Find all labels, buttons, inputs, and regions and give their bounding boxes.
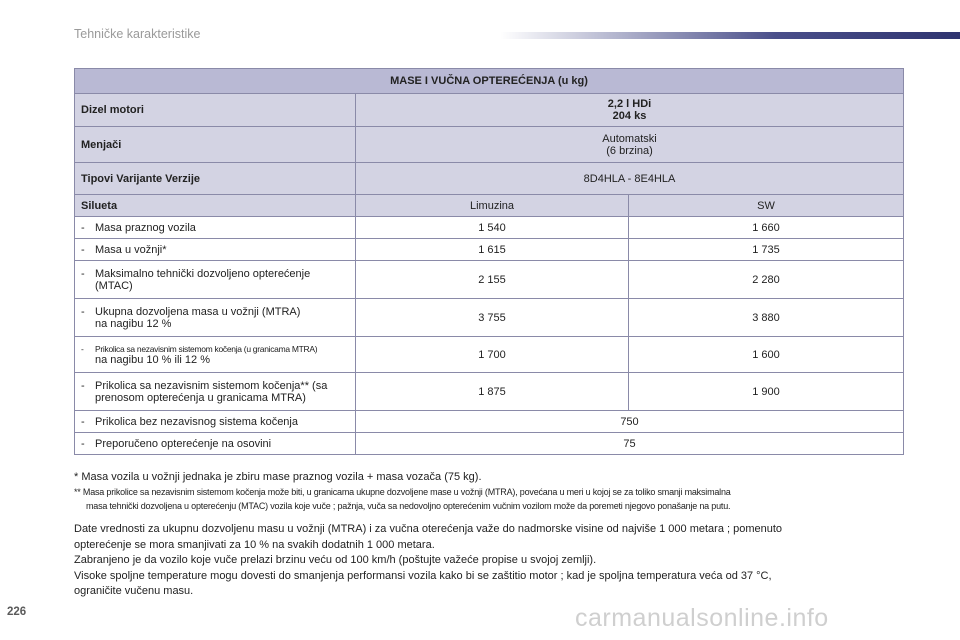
- row-dash: -: [81, 343, 84, 354]
- paragraph-line1: Date vrednosti za ukupnu dozvoljenu masu…: [74, 523, 783, 535]
- row-label: Maksimalno tehnički dozvoljeno opterećen…: [95, 267, 311, 280]
- gearbox-value-line1: Automatski: [602, 132, 657, 145]
- types-value: 8D4HLA - 8E4HLA: [355, 162, 904, 195]
- row-dash: -: [81, 415, 85, 428]
- row-value-sw: 2 280: [628, 260, 904, 299]
- row-label: Masa u vožnji*: [95, 243, 167, 256]
- gearbox-value: Automatski (6 brzina): [355, 126, 904, 163]
- table-row: - Preporučeno opterećenje na osovini 75: [74, 432, 904, 455]
- row-label: Masa praznog vozila: [95, 221, 196, 234]
- row-value-sw: 3 880: [628, 298, 904, 337]
- row-value-sw: 1 735: [628, 238, 904, 261]
- row-label: Prikolica sa nezavisnim sistemom kočenja…: [95, 343, 318, 354]
- row-label: Prikolica sa nezavisnim sistemom kočenja…: [95, 379, 328, 392]
- row-label: Preporučeno opterećenje na osovini: [95, 437, 272, 450]
- types-label: Tipovi Varijante Verzije: [74, 162, 356, 195]
- row-value-sw: 1 600: [628, 336, 904, 373]
- table-row: - Prikolica bez nezavisnog sistema kočenj…: [74, 410, 904, 433]
- engine-value: 2,2 l HDi 204 ks: [355, 93, 904, 127]
- paragraph-line2: opterećenje se mora smanjivati za 10 % n…: [74, 538, 435, 551]
- engine-value-line2: 204 ks: [612, 110, 647, 122]
- row-value-limuzina: 1 875: [355, 372, 629, 411]
- row-value-merged: 75: [355, 432, 904, 455]
- row-dash: -: [81, 221, 85, 234]
- row-value-sw: 1 900: [628, 372, 904, 411]
- row-value-sw: 1 660: [628, 216, 904, 239]
- watermark: carmanualsonline.info: [575, 604, 829, 632]
- gearbox-value-line2: (6 brzina): [606, 144, 653, 157]
- row-value-limuzina: 1 700: [355, 336, 629, 373]
- body-col-limuzina: Limuzina: [355, 194, 629, 217]
- table-row: - Masa praznog vozila 1 540 1 660: [74, 216, 904, 239]
- section-title: Tehničke karakteristike: [74, 27, 201, 41]
- paragraph-line3: Zabranjeno je da vozilo koje vuče prelaz…: [74, 554, 597, 566]
- row-label-line2: (MTAC): [95, 279, 133, 292]
- engine-value-line1: 2,2 l HDi: [607, 98, 652, 110]
- table-row: - Prikolica sa nezavisnim sistemom kočenj…: [74, 372, 904, 411]
- row-label-line2: na nagibu 10 % ili 12 %: [95, 353, 210, 366]
- table-title: MASE I VUČNA OPTEREĆENJA (u kg): [74, 68, 904, 94]
- row-dash: -: [81, 437, 85, 450]
- table-row: - Masa u vožnji* 1 615 1 735: [74, 238, 904, 261]
- row-value-limuzina: 3 755: [355, 298, 629, 337]
- footnote-1: * Masa vozila u vožnji jednaka je zbiru …: [74, 471, 482, 483]
- row-value-limuzina: 2 155: [355, 260, 629, 299]
- row-label-line2: na nagibu 12 %: [95, 317, 172, 330]
- mass-table: MASE I VUČNA OPTEREĆENJA (u kg) Dizel mo…: [74, 68, 904, 455]
- footnotes: * Masa vozila u vožnji jednaka je zbiru …: [74, 470, 914, 513]
- body-label: Silueta: [74, 194, 356, 217]
- header-decorative-bar: [500, 32, 960, 39]
- row-dash: -: [81, 243, 85, 256]
- row-value-limuzina: 1 540: [355, 216, 629, 239]
- info-paragraph: Date vrednosti za ukupnu dozvoljenu masu…: [74, 522, 914, 600]
- footnote-2-line2: masa tehnički dozvoljena u opterećenju (…: [86, 501, 731, 511]
- engine-label: Dizel motori: [74, 93, 356, 127]
- row-dash: -: [81, 305, 85, 318]
- row-dash: -: [81, 267, 85, 280]
- row-label: Prikolica bez nezavisnog sistema kočenja: [95, 415, 298, 428]
- row-label-line2: prenosom opterećenja u granicama MTRA): [95, 391, 306, 404]
- row-value-limuzina: 1 615: [355, 238, 629, 261]
- paragraph-line5: ograničite vučenu masu.: [74, 585, 194, 597]
- body-col-sw: SW: [628, 194, 904, 217]
- table-row: - Maksimalno tehnički dozvoljeno optereće…: [74, 260, 904, 299]
- table-row: - Ukupna dozvoljena masa u vožnji (MTRA) n…: [74, 298, 904, 337]
- footnote-2-line1: ** Masa prikolice sa nezavisnim sistemom…: [74, 487, 731, 497]
- gearbox-label: Menjači: [74, 126, 356, 163]
- row-label: Ukupna dozvoljena masa u vožnji (MTRA): [95, 305, 301, 318]
- table-row: - Prikolica sa nezavisnim sistemom kočenj…: [74, 336, 904, 373]
- row-dash: -: [81, 379, 85, 392]
- paragraph-line4: Visoke spoljne temperature mogu dovesti …: [74, 569, 772, 582]
- row-value-merged: 750: [355, 410, 904, 433]
- page-number: 226: [7, 606, 27, 618]
